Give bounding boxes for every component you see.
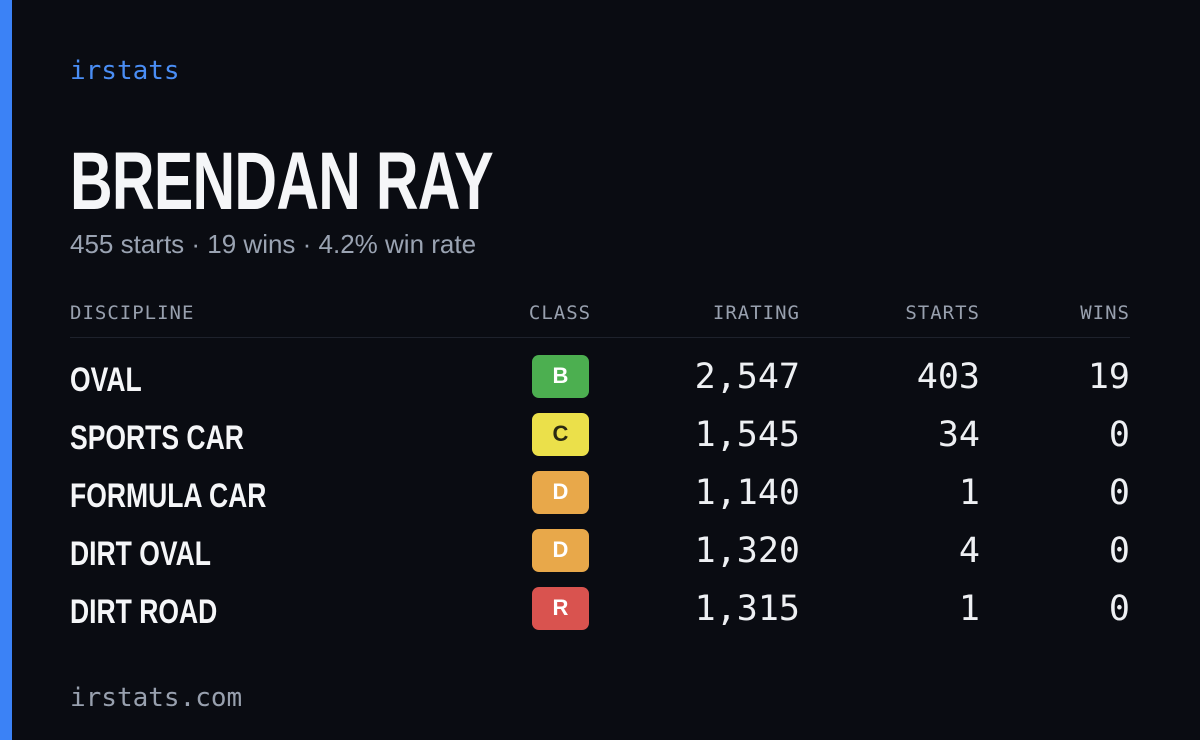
column-header: DISCIPLINE: [70, 302, 195, 324]
class-badge: B: [532, 355, 589, 398]
column-header: STARTS: [905, 302, 980, 324]
accent-bar: [0, 0, 12, 740]
class-badge: D: [532, 471, 589, 514]
starts: 4: [958, 531, 980, 571]
discipline: DIRT OVAL: [70, 535, 211, 573]
wins: 0: [1108, 531, 1130, 571]
starts: 1: [958, 589, 980, 629]
wins: 0: [1108, 473, 1130, 513]
discipline: SPORTS CAR: [70, 419, 244, 457]
wins: 19: [1087, 357, 1130, 397]
footer-url: irstats.com: [70, 683, 243, 713]
irating: 1,315: [694, 589, 800, 629]
wins: 0: [1108, 415, 1130, 455]
driver-name: BRENDAN RAY: [70, 136, 494, 227]
irating: 2,547: [694, 357, 800, 397]
starts: 34: [937, 415, 980, 455]
column-header: CLASS: [528, 302, 592, 324]
irating: 1,320: [694, 531, 800, 571]
starts: 403: [916, 357, 980, 397]
class-badge: C: [532, 413, 589, 456]
column-header: IRATING: [712, 302, 800, 324]
irating: 1,140: [694, 473, 800, 513]
irating: 1,545: [694, 415, 800, 455]
wins: 0: [1108, 589, 1130, 629]
class-badge: D: [532, 529, 589, 572]
class-badge: R: [532, 587, 589, 630]
discipline: FORMULA CAR: [70, 477, 267, 515]
discipline: DIRT ROAD: [70, 593, 218, 631]
discipline: OVAL: [70, 361, 142, 399]
header-rule: [70, 337, 1130, 338]
starts: 1: [958, 473, 980, 513]
summary: 455 starts · 19 wins · 4.2% win rate: [70, 229, 477, 259]
column-header: WINS: [1080, 302, 1130, 324]
brand: irstats: [70, 56, 180, 86]
